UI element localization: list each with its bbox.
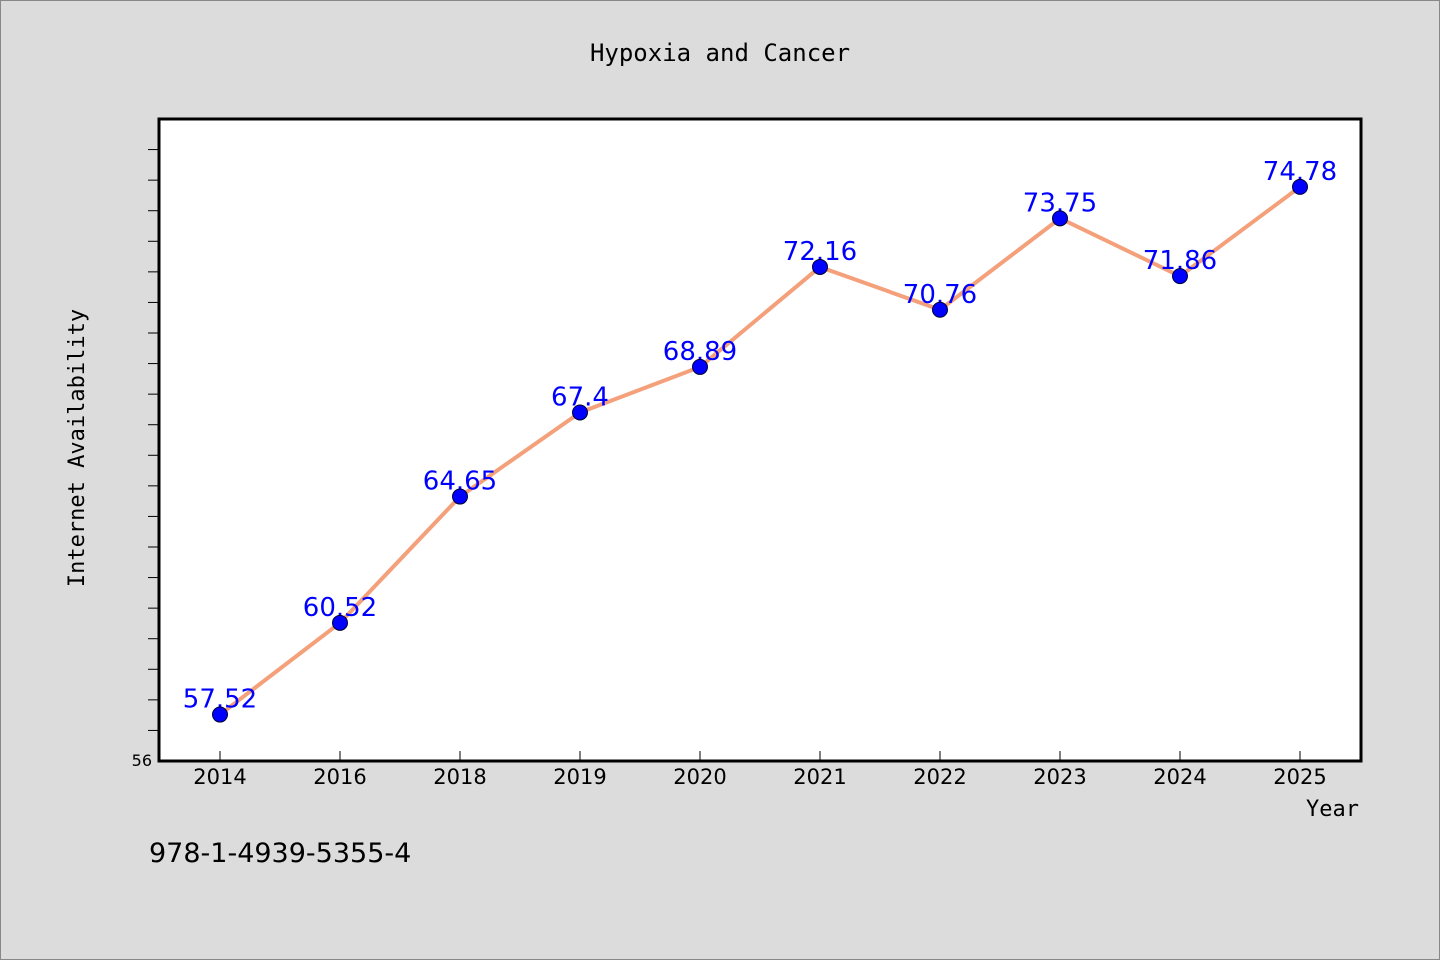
- data-point: [452, 488, 468, 505]
- x-axis-label: Year: [1306, 797, 1359, 822]
- y-axis-label: Internet Availability: [65, 309, 90, 587]
- x-tick-label: 2023: [1033, 765, 1086, 789]
- x-tick-label: 2019: [553, 765, 606, 789]
- footnote-isbn: 978-1-4939-5355-4: [149, 838, 411, 869]
- data-point: [1052, 210, 1068, 227]
- x-tick-label: 2020: [673, 765, 726, 789]
- x-tick-label: 2024: [1153, 765, 1206, 789]
- x-tick-label: 2016: [313, 765, 366, 789]
- data-point: [1292, 178, 1308, 195]
- data-point: [932, 301, 948, 318]
- x-tick-label: 2021: [793, 765, 846, 789]
- plot-area: [157, 117, 1363, 763]
- y-axis-ticks: [148, 149, 158, 731]
- chart-title: Hypoxia and Cancer: [590, 39, 850, 67]
- x-tick-label: 2025: [1273, 765, 1326, 789]
- series-layer: 57.5260.5264.6567.468.8972.1670.7673.757…: [183, 157, 1337, 723]
- x-tick-label: 2018: [433, 765, 486, 789]
- data-point: [692, 358, 708, 375]
- data-point: [812, 258, 828, 275]
- x-tick-label: 2014: [193, 765, 246, 789]
- y-tick-label: 56: [132, 751, 152, 770]
- data-point: [1172, 268, 1188, 285]
- data-point: [212, 706, 228, 723]
- series-line: [218, 184, 1302, 717]
- data-point: [332, 614, 348, 631]
- x-tick-label: 2022: [913, 765, 966, 789]
- data-point: [572, 404, 588, 421]
- x-axis-ticks: 2014 2016 2018 2019 2020 2021 2022 2023 2024 2025: [193, 751, 1327, 789]
